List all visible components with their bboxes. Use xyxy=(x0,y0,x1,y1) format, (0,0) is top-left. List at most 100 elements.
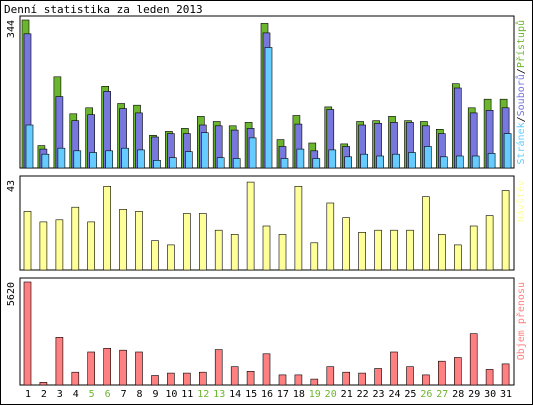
bar-objem-přenosu-day-24 xyxy=(390,351,398,386)
bar-objem-přenosu-day-5 xyxy=(87,351,95,386)
legend-entry: Návštěv xyxy=(515,180,527,222)
bar-objem-přenosu-day-22 xyxy=(358,372,366,386)
legend-entry: Souborů xyxy=(515,74,527,116)
bar-návštěv-day-3 xyxy=(55,219,64,271)
bar-stránek-day-3 xyxy=(57,147,66,169)
x-tick-label-day-26: 26 xyxy=(420,389,432,400)
bar-stránek-day-24 xyxy=(392,153,400,169)
bar-objem-přenosu-day-28 xyxy=(453,357,462,386)
legend-separator: / xyxy=(516,116,527,122)
x-tick-label-day-25: 25 xyxy=(404,389,416,400)
x-tick-label-day-24: 24 xyxy=(388,389,400,400)
bar-objem-přenosu-day-25 xyxy=(406,366,414,386)
bar-objem-přenosu-day-3 xyxy=(55,336,64,386)
legend-entry: Přístupů xyxy=(515,20,527,68)
bar-stránek-day-29 xyxy=(471,155,480,169)
bar-objem-přenosu-day-30 xyxy=(485,369,494,386)
bar-stránek-day-15 xyxy=(248,137,257,169)
bar-návštěv-day-10 xyxy=(167,244,175,271)
bar-stránek-day-30 xyxy=(487,153,496,169)
bar-návštěv-day-19 xyxy=(310,242,319,271)
bar-návštěv-day-13 xyxy=(214,229,223,271)
bar-objem-přenosu-day-31 xyxy=(501,363,510,386)
bar-návštěv-day-8 xyxy=(135,211,143,271)
bar-objem-přenosu-day-6 xyxy=(103,347,111,386)
bar-stránek-day-22 xyxy=(360,153,368,169)
bar-návštěv-day-1 xyxy=(23,211,32,271)
bar-návštěv-day-17 xyxy=(278,234,287,271)
bar-návštěv-day-24 xyxy=(390,229,398,271)
bar-návštěv-day-22 xyxy=(358,232,366,271)
bar-objem-přenosu-day-29 xyxy=(469,333,478,386)
bar-objem-přenosu-day-23 xyxy=(374,368,382,386)
x-tick-label-day-22: 22 xyxy=(357,389,369,400)
bar-stránek-day-12 xyxy=(201,132,209,169)
bar-návštěv-day-6 xyxy=(103,186,111,271)
x-tick-label-day-28: 28 xyxy=(452,389,464,400)
x-tick-label-day-7: 7 xyxy=(121,389,127,400)
bar-stránek-day-5 xyxy=(89,152,97,169)
x-tick-label-day-11: 11 xyxy=(181,389,193,400)
x-tick-label-day-16: 16 xyxy=(261,389,273,400)
x-tick-label-day-2: 2 xyxy=(41,389,47,400)
bar-stránek-day-7 xyxy=(121,147,129,169)
bar-objem-přenosu-day-1 xyxy=(23,281,32,386)
bar-stránek-day-13 xyxy=(216,157,225,169)
legend-entry: Stránek xyxy=(515,122,527,164)
x-tick-label-day-31: 31 xyxy=(500,389,512,400)
bar-objem-přenosu-day-12 xyxy=(199,371,207,386)
bar-stránek-day-8 xyxy=(137,149,145,169)
bar-návštěv-day-25 xyxy=(406,229,414,271)
x-tick-label-day-20: 20 xyxy=(325,389,337,400)
x-tick-label-day-12: 12 xyxy=(197,389,209,400)
bar-objem-přenosu-day-21 xyxy=(342,371,351,386)
bar-stránek-day-11 xyxy=(185,151,193,169)
panel-2: 43 Návštěv xyxy=(6,175,527,271)
bar-objem-přenosu-day-11 xyxy=(183,372,191,386)
bar-návštěv-day-11 xyxy=(183,213,191,271)
ymax-label: 5620 xyxy=(6,282,17,306)
bar-návštěv-day-30 xyxy=(485,215,494,271)
bar-objem-přenosu-day-9 xyxy=(151,375,159,386)
bar-návštěv-day-2 xyxy=(39,221,48,271)
bar-návštěv-day-29 xyxy=(469,225,478,271)
chart-title: Denní statistika za leden 2013 xyxy=(4,3,203,16)
x-tick-label-day-15: 15 xyxy=(245,389,257,400)
legend-separator: / xyxy=(516,68,527,74)
bar-stránek-day-14 xyxy=(232,158,241,169)
x-tick-label-day-5: 5 xyxy=(89,389,95,400)
bar-návštěv-day-21 xyxy=(342,217,351,271)
ymax-label: 43 xyxy=(6,180,17,192)
bar-návštěv-day-18 xyxy=(294,186,303,271)
bar-objem-přenosu-day-26 xyxy=(422,374,430,386)
bar-stránek-day-21 xyxy=(344,156,353,169)
x-tick-label-day-30: 30 xyxy=(484,389,496,400)
x-tick-label-day-18: 18 xyxy=(293,389,305,400)
bar-stránek-day-1 xyxy=(25,124,34,169)
bar-stránek-day-20 xyxy=(328,149,337,169)
bar-stránek-day-26 xyxy=(424,146,432,169)
bar-návštěv-day-4 xyxy=(71,206,80,271)
bar-stránek-day-16 xyxy=(264,47,273,169)
x-tick-label-day-3: 3 xyxy=(57,389,63,400)
bar-stránek-day-2 xyxy=(41,153,50,169)
x-tick-label-day-14: 14 xyxy=(229,389,241,400)
bar-stránek-day-31 xyxy=(503,133,512,169)
bar-stránek-day-4 xyxy=(73,150,82,169)
bar-stránek-day-6 xyxy=(105,150,113,169)
x-tick-label-day-19: 19 xyxy=(309,389,321,400)
bar-objem-přenosu-day-8 xyxy=(135,351,143,386)
legend-panel-3: Objem přenosu xyxy=(515,282,527,360)
bar-objem-přenosu-day-13 xyxy=(214,349,223,386)
x-tick-label-day-29: 29 xyxy=(468,389,480,400)
bar-stránek-day-19 xyxy=(312,158,321,169)
bar-objem-přenosu-day-27 xyxy=(437,360,446,386)
legend-panel-1: Stránek/Souborů/Přístupů xyxy=(515,20,527,165)
x-tick-label-day-27: 27 xyxy=(436,389,448,400)
bar-objem-přenosu-day-14 xyxy=(230,366,239,386)
bar-návštěv-day-15 xyxy=(246,181,255,271)
bar-stránek-day-23 xyxy=(376,155,384,169)
bar-objem-přenosu-day-17 xyxy=(278,374,287,386)
